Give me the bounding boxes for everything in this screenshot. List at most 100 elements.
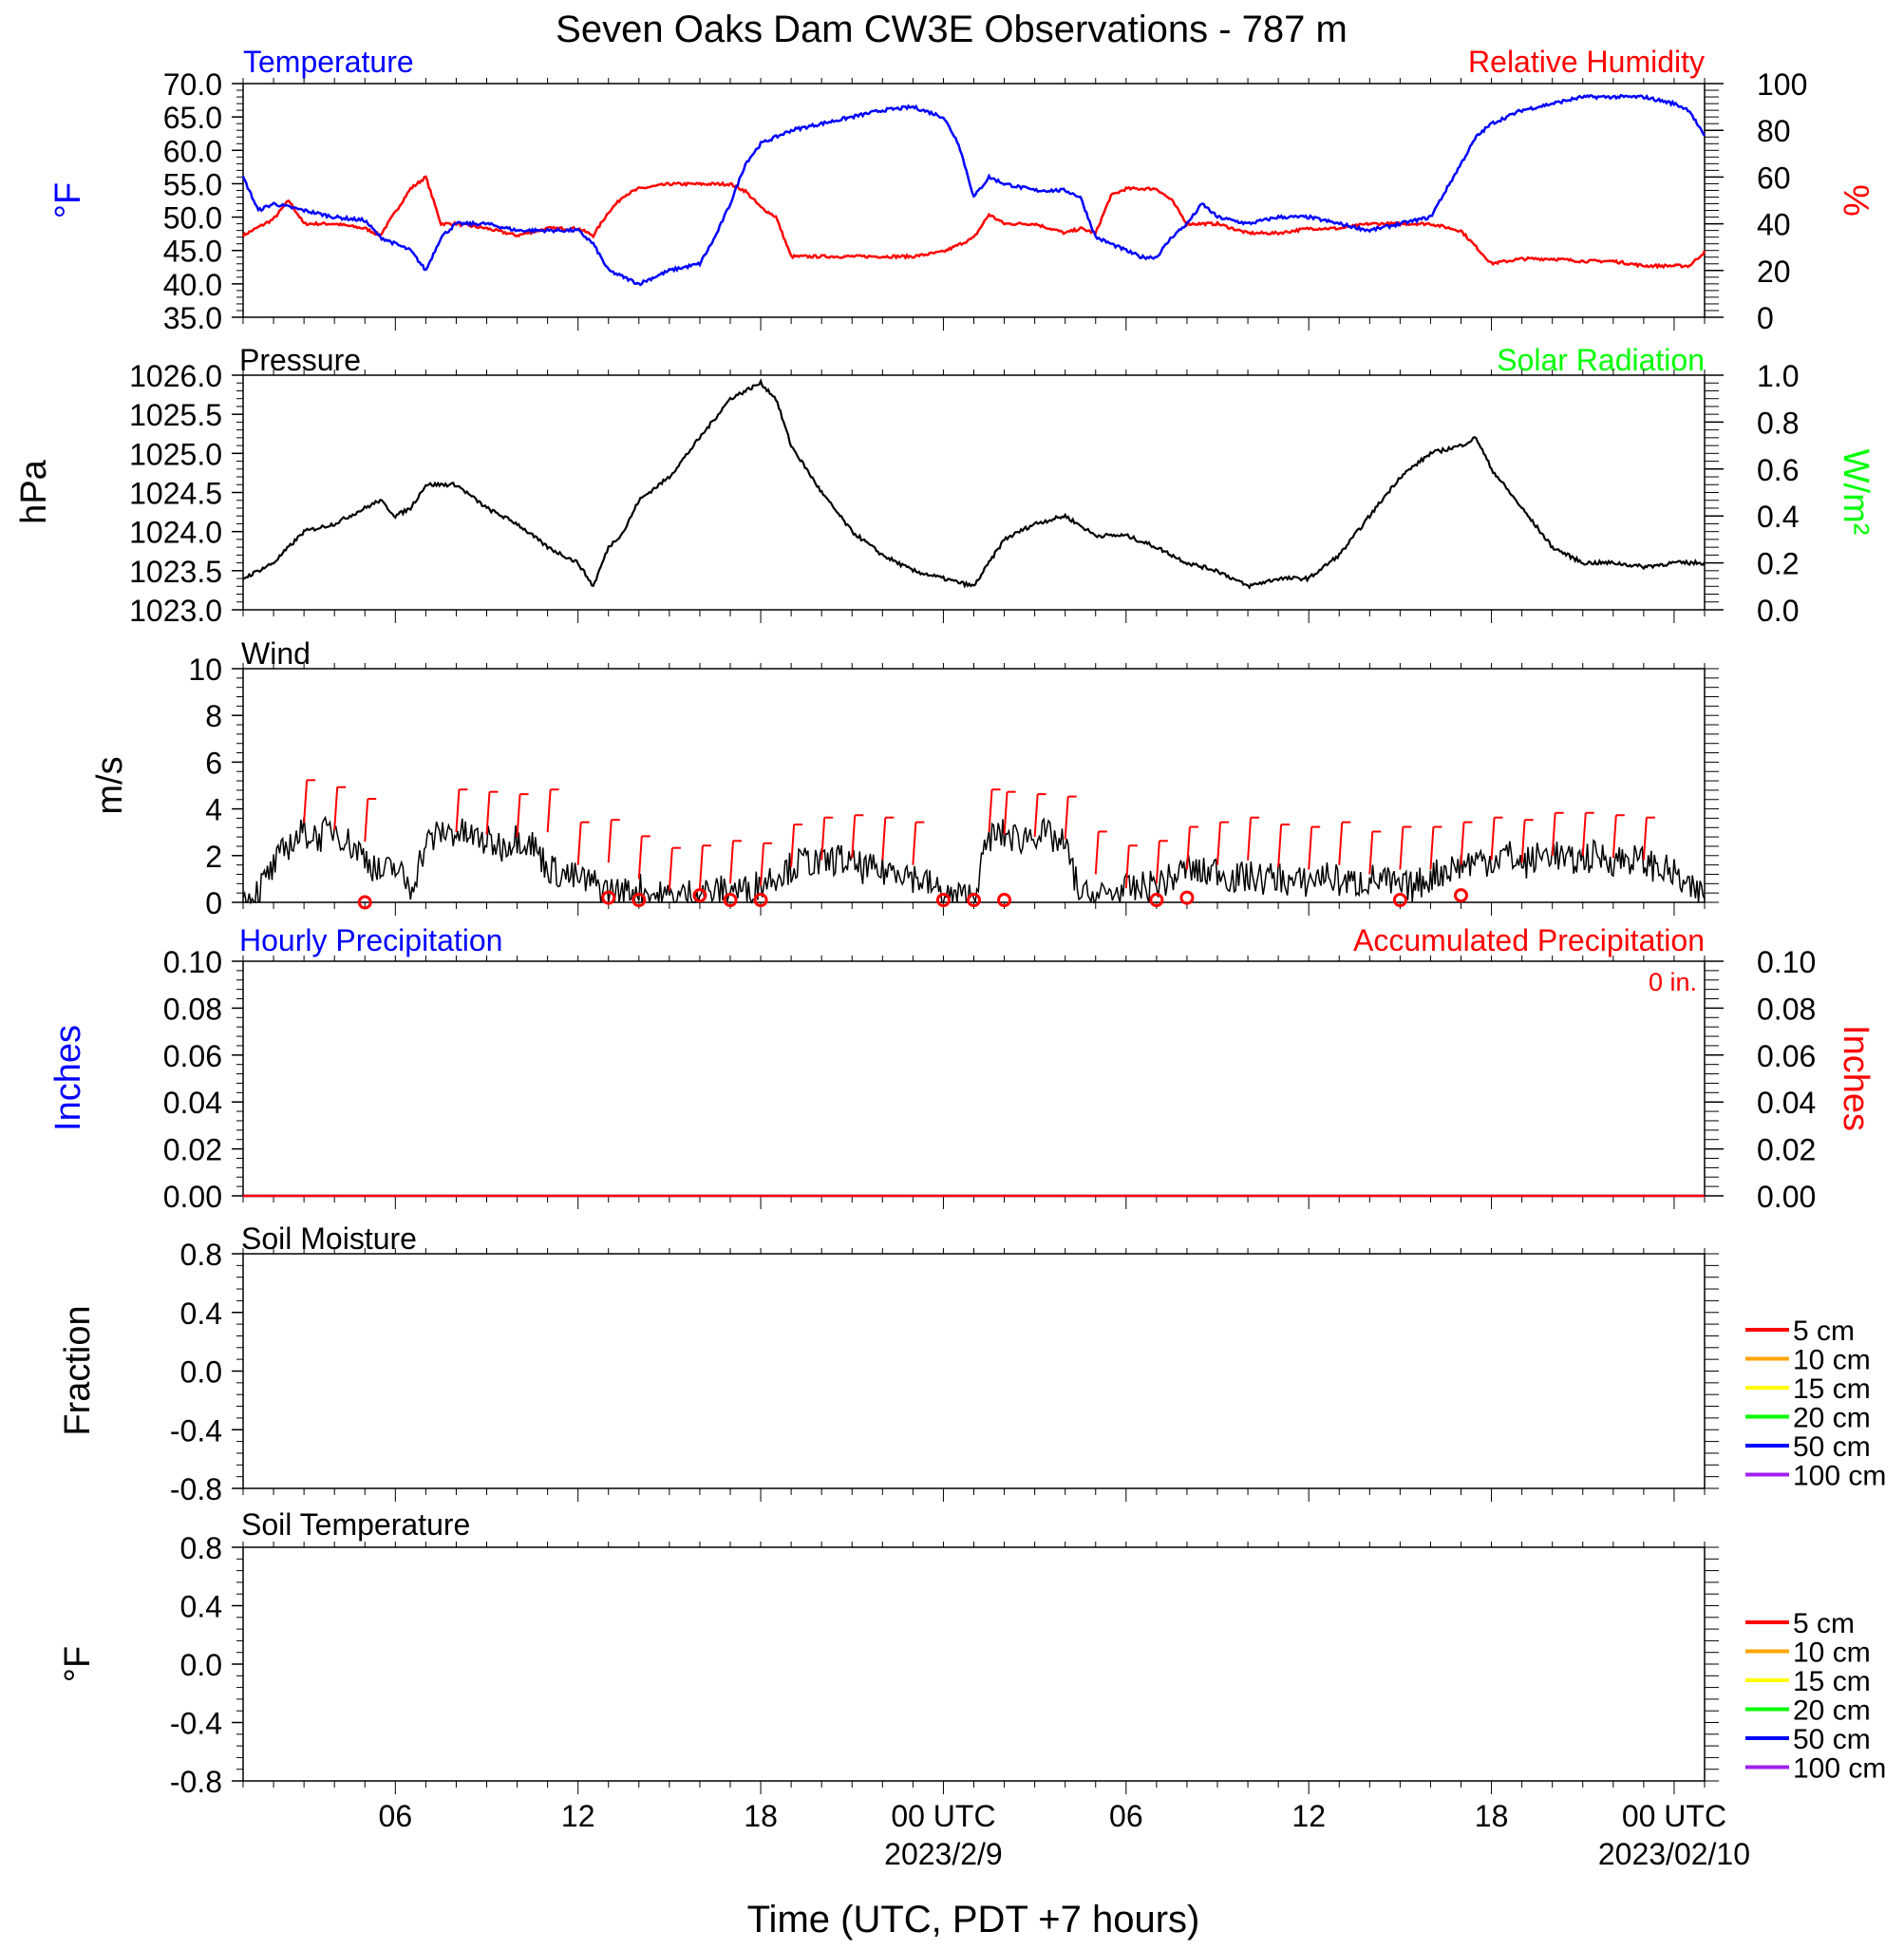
hourly-precip-title: Hourly Precipitation [239, 923, 502, 957]
soil-moisture-tick-marks [232, 1248, 1719, 1502]
wind-barb-staff [1155, 841, 1160, 884]
precip-left-tick-label: 0.08 [163, 992, 222, 1026]
date-label: 2023/2/9 [884, 1837, 1003, 1871]
humidity-tick-labels: 100 80 60 40 20 0 [1757, 67, 1807, 335]
solar-axis-unit: W/m² [1836, 449, 1876, 536]
temperature-tick-labels: 70.065.060.055.050.045.040.035.0 [163, 67, 222, 335]
wind-barb-staff [1460, 822, 1465, 865]
pressure-right-tick-label: 0.0 [1757, 594, 1799, 628]
accum-precip-title: Accumulated Precipitation [1353, 923, 1705, 957]
temp_rh-left-tick-label: 60.0 [163, 134, 222, 168]
soil-moisture-tick-labels: 0.8 0.4 0.0 -0.4 -0.8 [170, 1238, 222, 1506]
precip-right-tick-label: 0.10 [1757, 945, 1816, 979]
solar-tick-labels: 1.0 0.8 0.6 0.4 0.2 0.0 [1757, 359, 1799, 628]
pressure-right-tick-label: 0.8 [1757, 406, 1799, 440]
wind-left-tick-label: 4 [205, 793, 222, 827]
calm-wind-marker [692, 888, 707, 903]
wind-tick-marks [232, 663, 1719, 916]
wind-barb-staff [546, 789, 552, 833]
wind-title: Wind [241, 636, 311, 671]
soil_moisture-left-tick-label: 0.0 [180, 1355, 222, 1390]
soil_temp-left-tick-label: -0.4 [170, 1707, 222, 1741]
soil_temp-legend-label: 15 cm [1793, 1666, 1871, 1697]
temperature-title: Temperature [243, 45, 414, 79]
wind-barb-staff [851, 815, 857, 859]
temperature-humidity-series [241, 93, 1706, 287]
pressure-left-tick-label: 1023.0 [129, 594, 222, 628]
humidity-axis-unit: % [1836, 184, 1876, 217]
wind-barb-staff [1581, 812, 1587, 856]
calm-wind-marker [753, 893, 768, 908]
precip-right-tick-label: 0.08 [1757, 992, 1816, 1026]
wind-barb-staff [1308, 826, 1313, 870]
soil-temperature-axis-unit: °F [58, 1646, 98, 1682]
wind-barb-staff [1520, 820, 1526, 863]
precip-right-tick-label: 0.00 [1757, 1180, 1816, 1214]
soil_moisture-legend-label: 20 cm [1793, 1403, 1871, 1434]
precip-left-tick-label: 0.06 [163, 1039, 222, 1073]
temp_rh-right-tick-label: 60 [1757, 161, 1791, 195]
soil-temperature-panel: Soil Temperature °F 0.8 0.4 0.0 -0.4 -0.8 5 … [58, 1507, 1886, 1799]
solar-title: Solar Radiation [1497, 343, 1705, 377]
temp_rh-right-tick-label: 20 [1757, 255, 1791, 289]
pressure-tick-marks [232, 369, 1724, 623]
wind-barb-staff [1368, 831, 1374, 875]
pressure-left-tick-label: 1026.0 [129, 359, 222, 393]
wind-barb-staff [455, 789, 461, 833]
time-tick-label: 18 [1475, 1799, 1509, 1833]
wind-barb-staff [1490, 817, 1496, 861]
precip-left-tick-label: 0.10 [163, 945, 222, 979]
soil-moisture-panel: Soil Moisture Fraction 0.8 0.4 0.0 -0.4 -0.8… [58, 1221, 1886, 1506]
soil-moisture-title: Soil Moisture [241, 1221, 417, 1256]
soil-moisture-axis-unit: Fraction [58, 1305, 98, 1435]
temp_rh-right-tick-label: 0 [1757, 301, 1774, 335]
wind-barb-staff [637, 836, 643, 880]
time-tick-label: 06 [1109, 1799, 1143, 1833]
temp_rh-left-tick-label: 70.0 [163, 67, 222, 102]
temp_rh-left-tick-label: 35.0 [163, 301, 222, 335]
precipitation-tick-marks [232, 956, 1724, 1209]
soil_temp-legend-label: 100 cm [1793, 1753, 1886, 1785]
wind-barb-staff [912, 822, 917, 865]
soil-temperature-frame [242, 1546, 1706, 1782]
wind-left-tick-label: 10 [188, 653, 222, 687]
soil_temp-legend-label: 50 cm [1793, 1724, 1871, 1755]
time-tick-label: 18 [744, 1799, 778, 1833]
soil_temp-legend-label: 5 cm [1793, 1608, 1855, 1639]
pressure-left-tick-label: 1025.0 [129, 437, 222, 471]
chart-title: Seven Oaks Dam CW3E Observations - 787 m [556, 9, 1348, 50]
time-tick-label: 12 [1291, 1799, 1326, 1833]
humidity-title: Relative Humidity [1468, 45, 1705, 79]
pressure-right-tick-label: 0.6 [1757, 453, 1799, 487]
calm-wind-marker [723, 893, 738, 908]
precip-left-tick-label: 0.02 [163, 1133, 222, 1167]
calm-wind-marker [1454, 888, 1468, 903]
soil_temp-left-tick-label: -0.8 [170, 1765, 222, 1799]
soil_moisture-left-tick-label: 0.4 [180, 1297, 222, 1331]
pressure-series [242, 378, 1706, 590]
pressure-left-tick-label: 1024.0 [129, 516, 222, 550]
time-tick-label: 12 [561, 1799, 595, 1833]
temperature-humidity-panel: Temperature Relative Humidity °F % 70.06… [48, 45, 1876, 335]
soil-temperature-tick-marks [232, 1542, 1719, 1794]
wind-barb-staff [576, 822, 582, 865]
pressure-title: Pressure [239, 343, 361, 377]
precipitation-panel: Hourly Precipitation Accumulated Precipi… [48, 923, 1876, 1214]
soil_temp-left-tick-label: 0.0 [180, 1648, 222, 1682]
precip-left-tick-label: 0.04 [163, 1086, 222, 1120]
temp_rh-left-tick-label: 65.0 [163, 101, 222, 135]
wind-tick-labels: 10 8 6 4 2 0 [188, 653, 222, 920]
pressure-tick-labels: 1026.0 1025.5 1025.0 1024.5 1024.0 1023.5 1023… [129, 359, 222, 628]
soil_moisture-legend-label: 10 cm [1793, 1345, 1871, 1376]
wind-barb-staff [881, 817, 887, 861]
wind-barb-staff [607, 820, 613, 863]
precip-right-tick-label: 0.02 [1757, 1133, 1816, 1167]
accum-precip-axis-unit: Inches [1836, 1025, 1876, 1131]
calm-wind-marker [357, 895, 372, 910]
temp_rh-right-tick-label: 80 [1757, 114, 1791, 148]
temp_rh-left-tick-label: 55.0 [163, 167, 222, 201]
wind-barb-staff [1185, 826, 1191, 870]
